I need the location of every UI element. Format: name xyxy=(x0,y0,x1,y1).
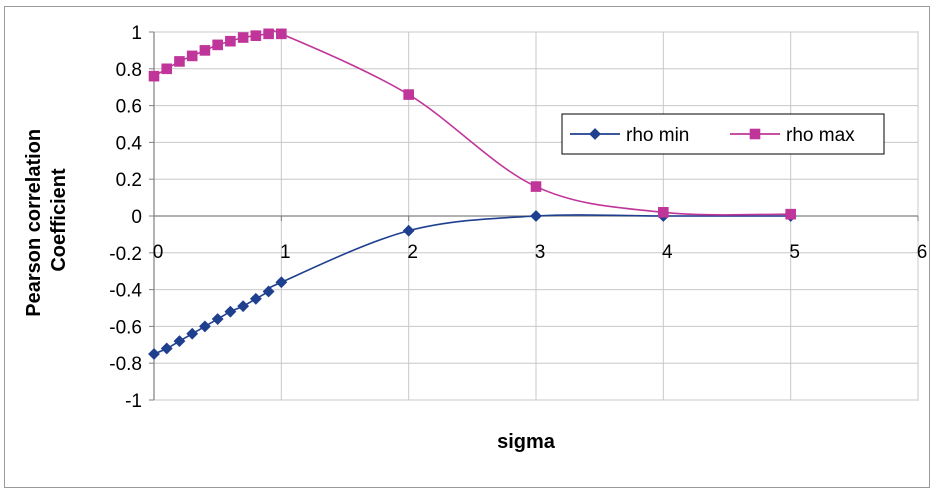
y-tick-label: -0.4 xyxy=(109,281,142,302)
rho-min-point xyxy=(402,224,415,237)
x-tick-label: 4 xyxy=(662,242,673,263)
rho-min-point xyxy=(237,300,250,313)
rho-min-point xyxy=(530,210,542,222)
rho-max-point xyxy=(250,30,262,41)
rho-max-point xyxy=(212,39,223,51)
rho-min-point xyxy=(160,342,173,355)
y-tick-label: 0.2 xyxy=(116,170,142,191)
x-axis-title: sigma xyxy=(497,431,556,453)
y-tick-label: -0.8 xyxy=(109,354,142,375)
rho-max-point xyxy=(237,32,249,43)
y-tick-label: 1 xyxy=(131,23,142,44)
rho-min-point xyxy=(148,348,160,360)
y-axis-title-line-1: Pearson correlation xyxy=(23,129,45,317)
rho-min-point xyxy=(173,335,186,348)
y-axis-title-line-2: Coefficient xyxy=(48,168,70,272)
rho-min-point xyxy=(249,292,262,305)
x-tick-label: 0 xyxy=(153,242,164,263)
tick-labels: 1 0.8 0.6 0.4 0.2 0 -0.2 -0.4 -0.6 -0.8 -1 0 1 2 3 4 5 6 xyxy=(109,23,927,412)
rho-max-point xyxy=(148,70,160,82)
rho-max-point xyxy=(658,207,669,218)
series-rho-max xyxy=(148,28,796,220)
x-tick-label: 3 xyxy=(535,242,546,263)
rho-max-point xyxy=(530,181,542,192)
x-tick-label: 1 xyxy=(280,242,291,263)
rho-min-point xyxy=(199,320,211,333)
y-tick-label: -1 xyxy=(125,391,142,412)
x-tick-label: 6 xyxy=(917,242,928,263)
rho-min-point xyxy=(211,313,224,325)
series-layer xyxy=(148,28,797,360)
rho-max-point xyxy=(225,35,236,47)
rho-max-point xyxy=(785,208,796,220)
y-tick-label: 0 xyxy=(131,207,142,228)
legend-label: rho min xyxy=(626,125,689,146)
rho-max-point xyxy=(263,28,274,40)
rho-min-point xyxy=(224,305,237,318)
y-tick-label: 0.4 xyxy=(116,133,143,154)
rho-max-point xyxy=(174,56,185,67)
y-tick-label: 0.8 xyxy=(116,60,142,81)
rho-min-point xyxy=(275,276,288,289)
rho-max-point xyxy=(161,63,173,75)
y-tick-label: -0.2 xyxy=(109,244,142,265)
legend: rho min rho max xyxy=(561,113,885,155)
y-axis-title: Pearson correlation Coefficient xyxy=(23,123,70,316)
legend-label: rho max xyxy=(786,125,855,146)
y-tick-label: -0.6 xyxy=(109,317,142,338)
rho-max-point xyxy=(186,50,198,62)
y-tick-label: 0.6 xyxy=(116,97,142,118)
rho-max-point xyxy=(403,89,414,100)
x-tick-label: 2 xyxy=(407,242,418,263)
rho-max-point xyxy=(749,128,761,140)
x-tick-label: 5 xyxy=(789,242,800,263)
rho-max-point xyxy=(276,28,287,40)
rho-max-point xyxy=(199,45,211,56)
rho-min-point xyxy=(186,327,199,340)
rho-min-point xyxy=(262,285,275,298)
rho-min-point xyxy=(589,128,601,140)
